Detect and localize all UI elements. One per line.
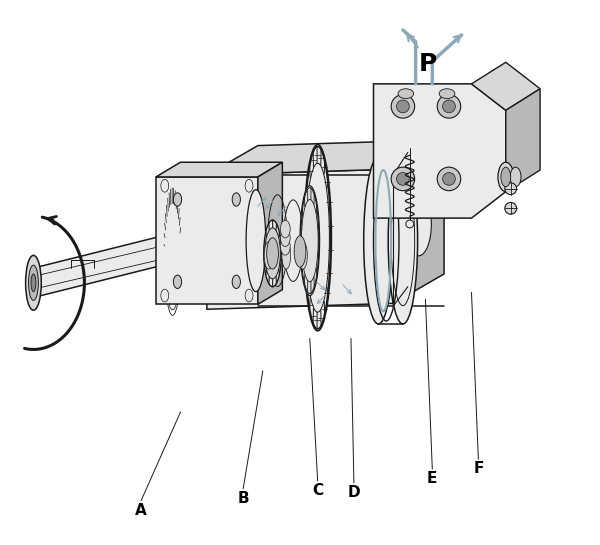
Ellipse shape [280,220,290,238]
Ellipse shape [437,167,461,191]
Ellipse shape [505,202,517,214]
Ellipse shape [398,89,413,99]
Ellipse shape [439,89,455,99]
Ellipse shape [437,95,461,118]
Ellipse shape [388,158,418,324]
Polygon shape [506,89,540,192]
Ellipse shape [505,183,517,195]
Ellipse shape [397,100,409,113]
Polygon shape [379,140,432,158]
Ellipse shape [501,167,511,187]
Text: P: P [418,52,437,76]
Ellipse shape [282,241,290,269]
Ellipse shape [26,256,41,310]
Ellipse shape [364,158,393,324]
Ellipse shape [406,193,431,256]
Ellipse shape [300,186,320,295]
Ellipse shape [173,275,182,288]
Ellipse shape [443,173,455,185]
Ellipse shape [498,162,514,192]
Ellipse shape [397,173,409,185]
Ellipse shape [166,199,179,301]
Ellipse shape [443,100,455,113]
Ellipse shape [294,236,306,267]
Ellipse shape [31,274,36,292]
Ellipse shape [29,265,38,300]
Polygon shape [393,140,444,304]
Polygon shape [472,62,540,110]
Ellipse shape [304,144,331,331]
Ellipse shape [232,193,241,206]
Ellipse shape [232,275,241,288]
Ellipse shape [265,228,280,279]
Ellipse shape [266,238,278,269]
Ellipse shape [264,241,273,269]
Ellipse shape [299,241,307,269]
Polygon shape [258,162,283,304]
Ellipse shape [510,167,521,187]
Text: A: A [136,502,147,518]
Ellipse shape [280,238,290,255]
Text: C: C [312,483,323,498]
Polygon shape [207,140,444,175]
Polygon shape [34,223,214,298]
Text: B: B [238,491,249,506]
Text: F: F [473,462,484,476]
Ellipse shape [280,229,290,246]
Ellipse shape [391,95,415,118]
Ellipse shape [391,167,415,191]
Text: D: D [347,485,360,500]
Polygon shape [156,177,258,304]
Ellipse shape [246,190,266,292]
Polygon shape [373,84,506,218]
Ellipse shape [406,220,413,228]
Polygon shape [207,169,393,309]
Ellipse shape [173,193,182,206]
Text: E: E [427,471,437,486]
Ellipse shape [264,220,281,287]
Polygon shape [156,162,283,177]
